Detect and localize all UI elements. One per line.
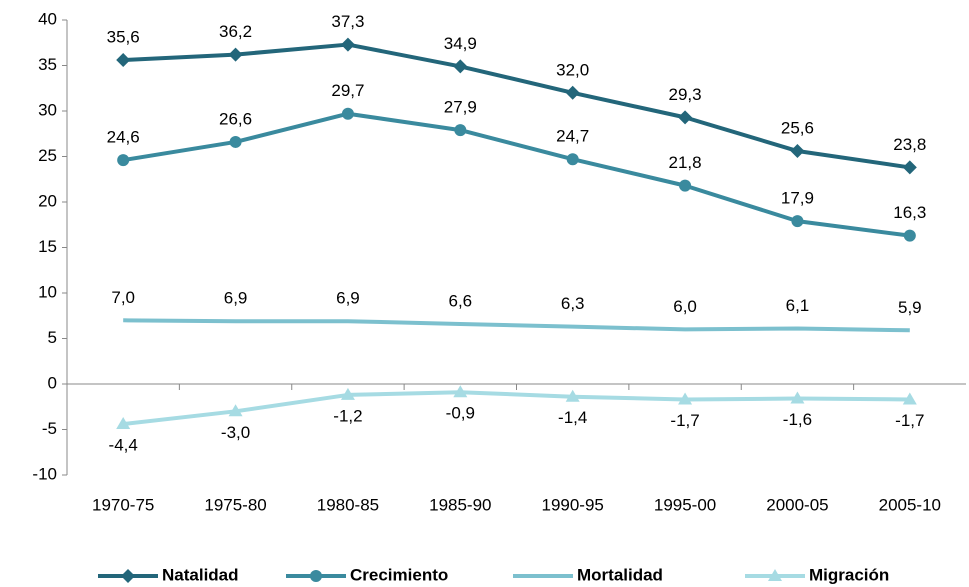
data-point (678, 392, 693, 405)
legend-text: Crecimiento (350, 565, 448, 584)
data-point (116, 53, 131, 68)
x-tick-label: 1980-85 (317, 495, 379, 514)
value-label: 6,1 (786, 296, 810, 315)
data-point (228, 404, 243, 417)
value-label: 16,3 (893, 203, 926, 222)
data-point (903, 229, 916, 242)
y-tick-label: 35 (38, 55, 57, 74)
y-tick-label: 30 (38, 100, 57, 119)
value-label: -0,9 (446, 404, 475, 423)
data-point (454, 124, 467, 137)
value-label: 6,3 (561, 294, 585, 313)
value-label: 24,6 (107, 128, 140, 147)
data-point (340, 387, 355, 400)
y-tick-label: 40 (38, 9, 57, 28)
x-tick-label: 1985-90 (429, 495, 491, 514)
data-point (790, 391, 805, 404)
y-tick-label: 10 (38, 282, 57, 301)
y-tick-label: 25 (38, 146, 57, 165)
data-point (791, 215, 804, 228)
y-tick-label: -5 (42, 419, 57, 438)
data-point (453, 385, 468, 398)
value-label: -3,0 (221, 423, 250, 442)
value-label: 25,6 (781, 119, 814, 138)
value-label: 36,2 (219, 22, 252, 41)
legend-text: Natalidad (162, 565, 239, 584)
series-line (122, 390, 910, 427)
data-point (116, 417, 131, 430)
value-label: 27,9 (444, 98, 477, 117)
data-point (566, 153, 579, 166)
data-point (902, 160, 917, 175)
value-label: 24,7 (556, 127, 589, 146)
data-point (790, 144, 805, 159)
value-label: 6,0 (673, 297, 697, 316)
value-label: 32,0 (556, 60, 589, 79)
value-label: 5,9 (898, 298, 922, 317)
value-label: 34,9 (444, 34, 477, 53)
legend-marker (768, 569, 782, 581)
value-label: 35,6 (107, 28, 140, 47)
y-tick-label: 20 (38, 191, 57, 210)
data-point (565, 389, 580, 402)
data-point (565, 85, 580, 100)
series-line (123, 42, 911, 170)
data-point (902, 392, 917, 405)
x-tick-label: 1990-95 (541, 495, 603, 514)
value-label: 37,3 (331, 12, 364, 31)
data-point (679, 179, 692, 192)
value-label: 17,9 (781, 189, 814, 208)
y-tick-label: 0 (48, 373, 57, 392)
value-label: 6,6 (448, 291, 472, 310)
value-label: 7,0 (111, 288, 135, 307)
value-label: -1,7 (895, 411, 924, 430)
value-label: 6,9 (336, 289, 360, 308)
data-point (228, 47, 243, 62)
data-point (678, 110, 693, 125)
value-label: -1,2 (333, 406, 362, 425)
legend-marker (121, 569, 135, 583)
x-tick-label: 1975-80 (204, 495, 266, 514)
data-point (340, 37, 355, 52)
value-label: -4,4 (109, 436, 138, 455)
y-tick-label: -10 (32, 464, 57, 483)
series-line (123, 318, 910, 333)
x-tick-label: 1995-00 (654, 495, 716, 514)
value-label: -1,6 (783, 410, 812, 429)
x-tick-label: 1970-75 (92, 495, 154, 514)
series-line (122, 111, 911, 238)
x-tick-label: 2000-05 (766, 495, 828, 514)
y-tick-label: 5 (48, 328, 57, 347)
y-tick-label: 15 (38, 237, 57, 256)
data-point (229, 135, 242, 148)
value-label: 6,9 (224, 289, 248, 308)
value-label: 23,8 (893, 135, 926, 154)
value-label: -1,4 (558, 408, 587, 427)
value-label: 26,6 (219, 109, 252, 128)
legend-marker (310, 570, 322, 582)
value-label: -1,7 (670, 411, 699, 430)
legend-text: Mortalidad (577, 565, 663, 584)
x-tick-label: 2005-10 (879, 495, 941, 514)
data-point (453, 59, 468, 74)
legend-text: Migración (809, 565, 889, 584)
value-label: 29,3 (669, 85, 702, 104)
data-point (117, 154, 130, 167)
value-label: 21,8 (669, 153, 702, 172)
value-label: 29,7 (331, 81, 364, 100)
data-point (341, 107, 354, 120)
